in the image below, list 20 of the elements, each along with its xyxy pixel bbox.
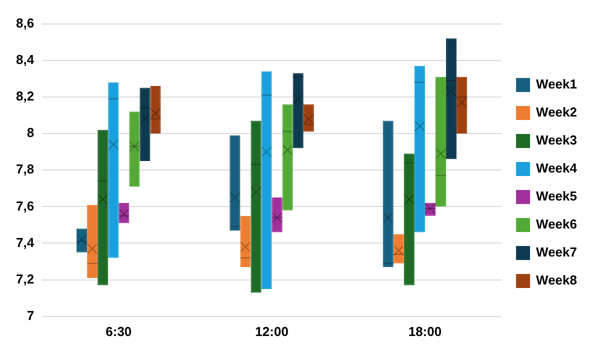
legend-label: Week4 [536,160,578,176]
legend-label: Week3 [536,132,578,148]
y-tick-label: 8,2 [16,88,34,104]
y-tick-label: 7,6 [16,198,34,214]
x-tick-label: 6:30 [106,324,132,339]
y-tick-label: 8 [26,125,34,140]
x-tick-label: 18:00 [408,324,442,339]
legend-label: Week7 [536,244,578,260]
y-tick-label: 8,4 [16,52,35,67]
legend-label: Week5 [536,188,578,204]
legend-label: Week2 [536,104,578,120]
legend-label: Week1 [536,76,578,92]
y-tick-label: 7,8 [16,162,34,177]
y-tick-label: 7,4 [16,234,35,250]
legend-label: Week6 [536,216,578,232]
legend-label: Week8 [536,272,578,288]
y-tick-label: 7,2 [16,271,34,286]
x-tick-label: 12:00 [255,324,288,339]
y-tick-label: 8,6 [16,15,34,30]
y-tick-label: 7 [26,308,34,323]
